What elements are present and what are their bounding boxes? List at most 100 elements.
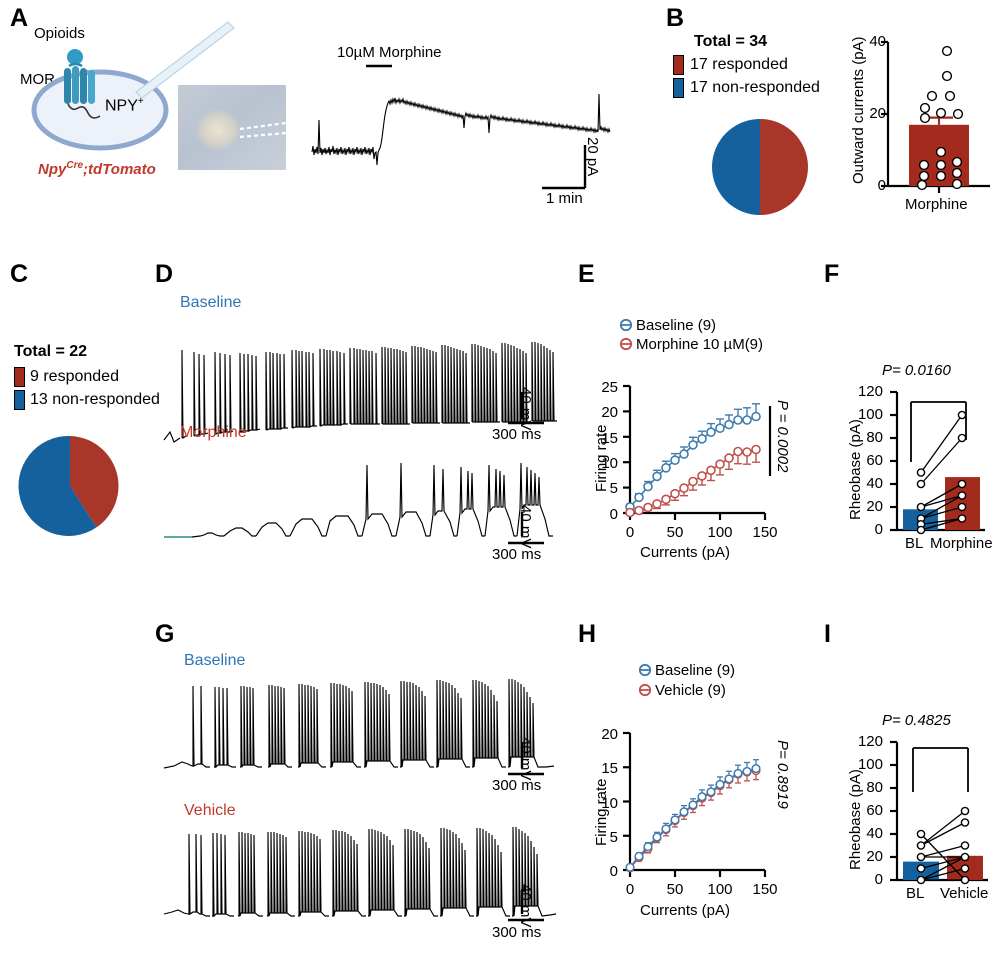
pipette-icon <box>135 21 235 99</box>
panelI-ytick-120: 120 <box>857 733 883 750</box>
panelH-legend-label-vehicle: Vehicle (9) <box>655 682 726 699</box>
panelH-xtick-150: 150 <box>752 881 778 898</box>
panel-letter-b: B <box>666 4 685 32</box>
panelD-trace-baseline <box>163 341 557 443</box>
panelC-pie-chart <box>18 435 119 536</box>
panelH-legend-marker-vehicle <box>638 683 652 697</box>
panelH-xtick-50: 50 <box>666 881 684 898</box>
panelI-ytick-60: 60 <box>866 802 883 819</box>
panelG-scale-y-top: 40 mV <box>517 737 534 781</box>
cell-diagram <box>31 49 169 151</box>
panelC-legend-label-nonresponded: 13 non-responded <box>30 391 160 408</box>
panelF-paired-bar-chart <box>890 390 985 535</box>
panelB-ylabel: Outward currents (pA) <box>850 36 867 184</box>
panelI-datapoints <box>916 806 970 885</box>
panelE-xtick-150: 150 <box>752 524 778 541</box>
opioids-label: Opioids <box>34 25 85 42</box>
slice-micrograph <box>178 85 287 170</box>
panelH-ylabel: Firing rate <box>593 778 610 846</box>
panelH-ytick-10: 10 <box>601 795 618 812</box>
panelE-legend-label-baseline: Baseline (9) <box>636 317 717 334</box>
panelA-current-trace <box>311 64 611 190</box>
panelD-scale-x-top: 300 ms <box>492 426 542 443</box>
panelF-xtick-bl: BL <box>905 535 924 552</box>
panelH-line-chart <box>623 731 767 877</box>
panelG-scale-x-bottom: 300 ms <box>492 924 542 941</box>
panelF-ytick-20: 20 <box>866 498 883 515</box>
panelH-xlabel: Currents (pA) <box>640 902 731 919</box>
panel-letter-g: G <box>155 620 175 648</box>
panelD-trace-label-morphine: Morphine <box>180 424 247 441</box>
panelD-scalebars-top <box>508 392 544 425</box>
panelB-datapoints <box>916 45 964 191</box>
npy-label: NPY+ <box>105 96 144 115</box>
panelE-xtick-100: 100 <box>707 524 733 541</box>
panelB-ytick-0: 0 <box>877 177 886 194</box>
panel-letter-a: A <box>10 4 29 32</box>
panel-letter-c: C <box>10 260 29 288</box>
panelE-ytick-0: 0 <box>609 506 618 523</box>
panelE-ytick-20: 20 <box>601 404 618 421</box>
panelG-trace-label-vehicle: Vehicle <box>184 802 236 819</box>
panelE-legend-marker-baseline <box>619 318 633 332</box>
panelB-pie-chart <box>712 119 808 215</box>
panelE-xlabel: Currents (pA) <box>640 544 731 561</box>
panelD-trace-morphine <box>164 462 553 538</box>
panelE-pvalue: P = 0.0002 <box>774 400 791 473</box>
panelF-ytick-120: 120 <box>857 383 883 400</box>
panelB-xtick-morphine: Morphine <box>905 196 968 213</box>
panelF-datapoints <box>916 410 967 535</box>
panelE-ylabel: Firing rate <box>593 424 610 492</box>
panelI-xtick-vehicle: Vehicle <box>940 885 989 902</box>
panelE-ytick-10: 10 <box>601 455 618 472</box>
panelB-ytick-40: 40 <box>869 33 886 50</box>
panelF-ytick-100: 100 <box>857 406 883 423</box>
panelG-scale-y-bottom: 40 mV <box>517 884 534 928</box>
panel-letter-d: D <box>155 260 174 288</box>
panelB-legend-label-responded: 17 responded <box>690 56 788 73</box>
panelD-trace-label-baseline: Baseline <box>180 294 242 311</box>
panelF-ylabel: Rheobase (pA) <box>847 419 864 520</box>
panelD-scalebars-bottom <box>508 512 544 545</box>
panelA-scale-y-label: 20 pA <box>584 137 601 177</box>
panel-letter-h: H <box>578 620 597 648</box>
panel-letter-f: F <box>824 260 840 288</box>
mor-receptor-icon <box>64 49 101 119</box>
panelF-xtick-morphine: Morphine <box>930 535 993 552</box>
panelB-legend-swatch-nonresponded <box>673 78 684 98</box>
panelE-xtick-50: 50 <box>666 524 684 541</box>
panelB-legend-swatch-responded <box>673 55 684 75</box>
panelH-ytick-15: 15 <box>601 760 618 777</box>
panelB-legend-label-nonresponded: 17 non-responded <box>690 79 820 96</box>
panelH-legend-marker-baseline <box>638 663 652 677</box>
panelI-ytick-20: 20 <box>866 848 883 865</box>
pie-slice-nonresponded <box>18 435 97 536</box>
panelH-legend-label-baseline: Baseline (9) <box>655 662 736 679</box>
genotype-label: NpyCre;tdTomato <box>38 160 156 178</box>
panelC-legend-swatch-nonresponded <box>14 390 25 410</box>
panelI-ytick-40: 40 <box>866 825 883 842</box>
panelB-total: Total = 34 <box>694 33 768 50</box>
panelF-ytick-0: 0 <box>874 521 883 538</box>
panelB-ytick-20: 20 <box>869 105 886 122</box>
panelG-scalebars-bottom <box>508 890 544 922</box>
panelB-bar-chart <box>881 40 990 193</box>
panelA-scale-x-label: 1 min <box>546 190 583 207</box>
panelG-scale-x-top: 300 ms <box>492 777 542 794</box>
panelE-legend-label-morphine: Morphine 10 µM(9) <box>636 336 764 353</box>
panelH-xtick-100: 100 <box>707 881 733 898</box>
pie-slice-responded <box>70 436 119 528</box>
panelI-pair-lines <box>920 810 966 881</box>
panelE-ytick-15: 15 <box>601 430 618 447</box>
panel-letter-e: E <box>578 260 595 288</box>
panelI-ytick-0: 0 <box>874 871 883 888</box>
panelE-line-chart <box>623 384 772 520</box>
pie-slice-responded <box>760 119 808 215</box>
panelC-total: Total = 22 <box>14 343 88 360</box>
drug-application-label: 10µM Morphine <box>337 44 442 61</box>
panelE-legend-marker-morphine <box>619 337 633 351</box>
panelF-ytick-60: 60 <box>866 452 883 469</box>
panelE-ytick-25: 25 <box>601 379 618 396</box>
panelC-legend-label-responded: 9 responded <box>30 368 119 385</box>
